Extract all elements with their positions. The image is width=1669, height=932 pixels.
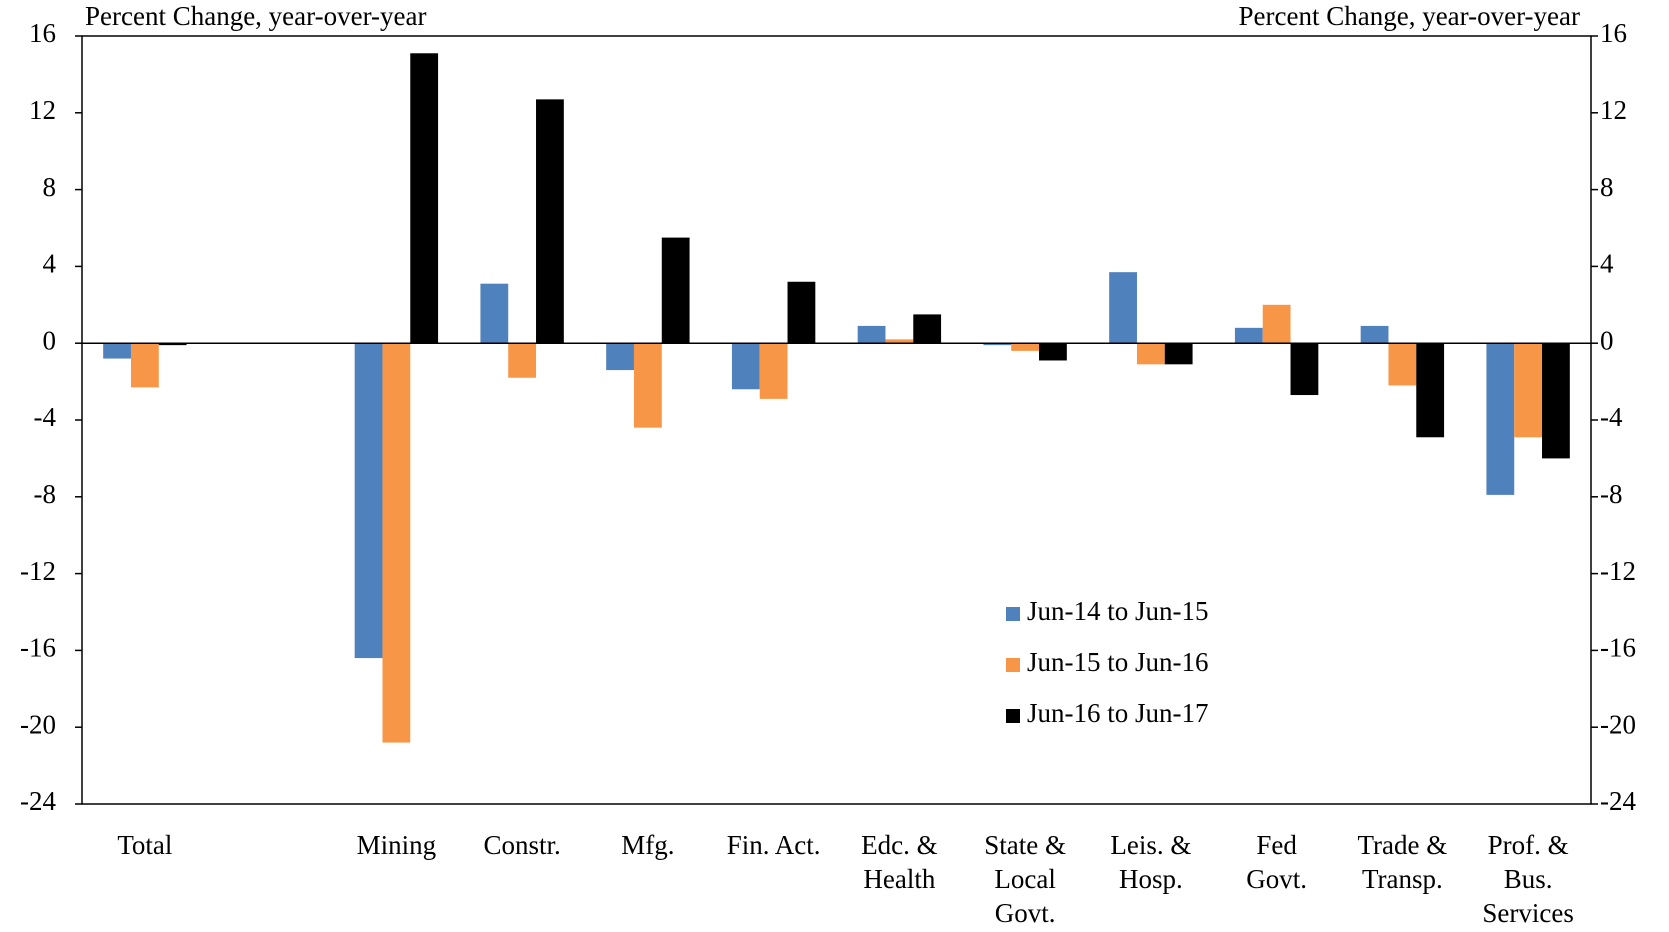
legend-swatch [1006, 709, 1020, 723]
bar [480, 283, 509, 344]
y2-tick-label: 0 [1600, 325, 1614, 355]
x-tick-label: Prof. & Bus. Services [1482, 830, 1574, 928]
bar [410, 53, 439, 344]
bar [983, 343, 1012, 346]
y-tick-label: -4 [34, 402, 57, 432]
bar [1514, 343, 1543, 438]
legend-label: Jun-15 to Jun-16 [1027, 647, 1209, 677]
bar [885, 339, 914, 344]
x-tick-label: Constr. [483, 830, 561, 860]
y2-tick-label: 8 [1600, 172, 1614, 202]
y2-tick-label: -24 [1600, 786, 1636, 816]
y-axis-title: Percent Change, year-over-year [85, 1, 426, 31]
bar [130, 343, 159, 388]
bar [103, 343, 131, 359]
bar [354, 343, 383, 659]
x-tick-label: Trade & Transp. [1357, 830, 1448, 894]
bar [1234, 327, 1263, 344]
x-tick-label: Fin. Act. [726, 830, 821, 860]
bar [1542, 343, 1570, 459]
bar [1360, 325, 1389, 344]
y2-tick-label: -4 [1600, 402, 1623, 432]
bar [731, 343, 760, 390]
y-tick-label: 16 [29, 18, 56, 48]
bar [1164, 343, 1193, 365]
bar [1039, 343, 1067, 361]
bar [1486, 343, 1515, 495]
bar [661, 237, 690, 344]
bar [382, 343, 411, 743]
y2-tick-label: -16 [1600, 633, 1636, 663]
y2-tick-label: -20 [1600, 709, 1636, 739]
bar [158, 343, 187, 346]
bar [1416, 343, 1445, 438]
bar [913, 314, 942, 344]
y2-axis-title: Percent Change, year-over-year [1239, 1, 1580, 31]
bar [1388, 343, 1417, 386]
x-tick-label: Edc. & Health [861, 830, 938, 894]
x-tick-label: State & Local Govt. [984, 830, 1066, 928]
y2-tick-label: -12 [1600, 556, 1636, 586]
y2-tick-label: 16 [1600, 18, 1627, 48]
x-tick-label: Mining [356, 830, 437, 860]
bar [1109, 272, 1137, 344]
y-tick-label: 4 [43, 249, 57, 279]
y2-tick-label: 12 [1600, 95, 1627, 125]
y-tick-label: -8 [34, 479, 57, 509]
bar [857, 325, 886, 344]
bar [1290, 343, 1319, 396]
y-tick-label: 12 [29, 95, 56, 125]
y-tick-label: 0 [43, 325, 57, 355]
x-tick-label: Leis. & Hosp. [1110, 830, 1192, 894]
bar [536, 99, 564, 344]
y-tick-label: -12 [20, 556, 56, 586]
bar [633, 343, 662, 428]
x-tick-label: Mfg. [621, 830, 675, 860]
legend-swatch [1006, 607, 1020, 621]
y-tick-label: 8 [43, 172, 57, 202]
y-tick-label: -24 [20, 786, 56, 816]
legend-swatch [1006, 658, 1020, 672]
y2-tick-label: 4 [1600, 249, 1614, 279]
bar [759, 343, 788, 399]
bar [508, 343, 537, 378]
bar [1011, 343, 1040, 351]
y2-tick-label: -8 [1600, 479, 1623, 509]
bar [1136, 343, 1165, 365]
y-tick-label: -16 [20, 633, 56, 663]
x-tick-label: Fed Govt. [1246, 830, 1307, 894]
x-tick-label: Total [117, 830, 173, 860]
legend-label: Jun-14 to Jun-15 [1027, 596, 1209, 626]
plot-frame [81, 35, 1592, 805]
bar [787, 281, 816, 344]
y-tick-label: -20 [20, 709, 56, 739]
legend-label: Jun-16 to Jun-17 [1027, 698, 1209, 728]
bar [606, 343, 634, 371]
bar [1262, 304, 1291, 344]
